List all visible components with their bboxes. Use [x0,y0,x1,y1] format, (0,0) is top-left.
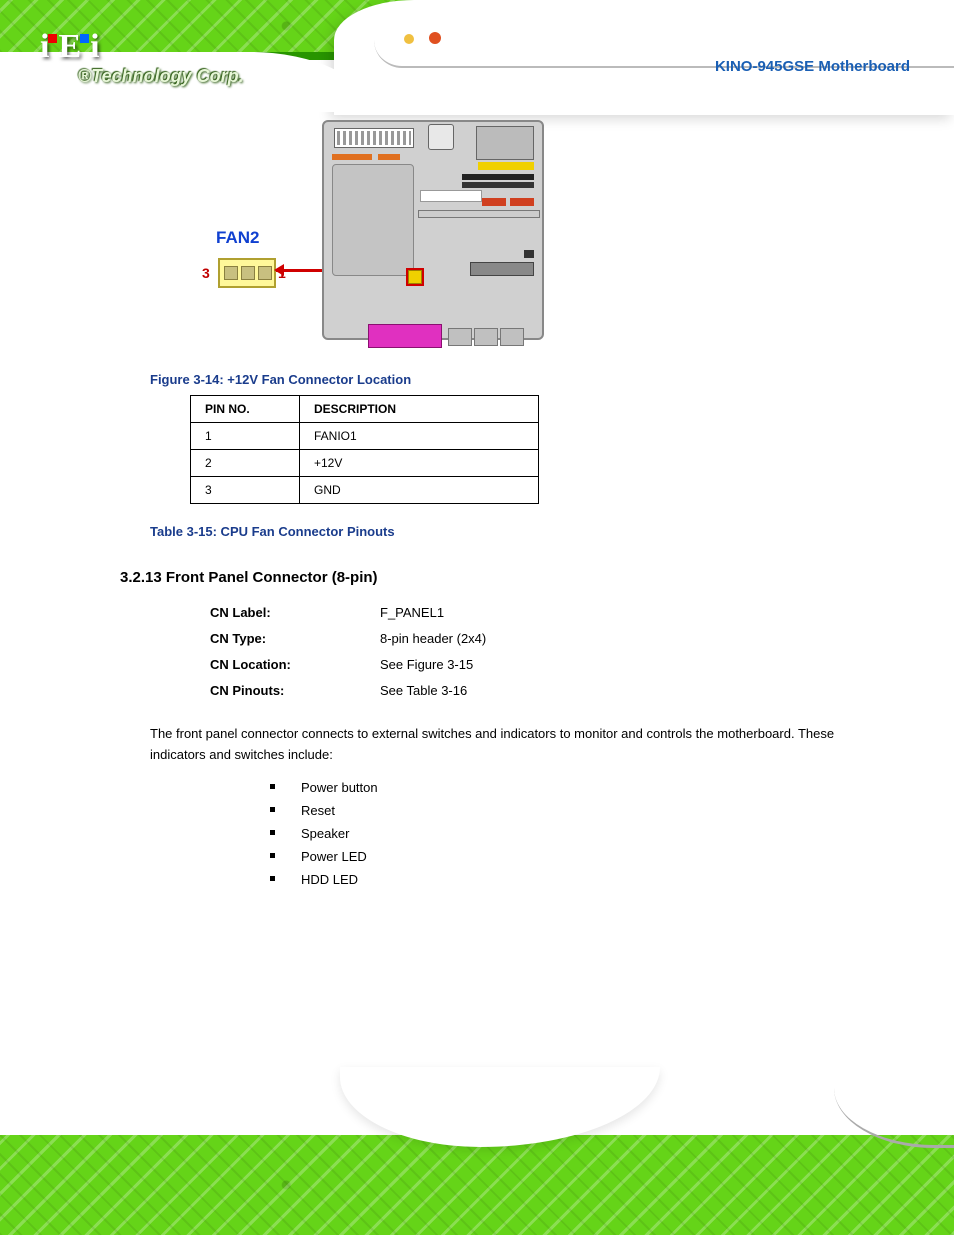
table-header-desc: DESCRIPTION [300,396,539,423]
figure-caption: Figure 3-14: +12V Fan Connector Location [150,372,870,387]
table-cell: 1 [191,423,300,450]
spec-row: CN Pinouts: See Table 3-16 [210,678,870,704]
list-item-label: Reset [301,803,335,818]
spec-value: F_PANEL1 [380,600,444,626]
bullet-icon [270,807,275,812]
spec-list: CN Label: F_PANEL1 CN Type: 8-pin header… [210,600,870,704]
list-item-label: Power button [301,780,378,795]
spec-row: CN Location: See Figure 3-15 [210,652,870,678]
section-heading: 3.2.13 Front Panel Connector (8-pin) [120,569,870,586]
pointer-arrow-icon [276,269,324,272]
connector-label: FAN2 [216,228,259,248]
list-item: Reset [270,803,870,818]
bullet-list: Power button Reset Speaker Power LED HDD… [270,780,870,887]
spec-value: See Figure 3-15 [380,652,473,678]
table-cell: GND [300,477,539,504]
logo-tagline: ®Technology Corp. [78,66,244,87]
table-caption: Table 3-15: CPU Fan Connector Pinouts [150,524,870,539]
pinout-table: PIN NO. DESCRIPTION 1 FANIO1 2 +12V 3 GN… [190,395,539,504]
footer-circuit-bg [0,1135,954,1235]
table-cell: 3 [191,477,300,504]
spec-row: CN Label: F_PANEL1 [210,600,870,626]
list-item: HDD LED [270,872,870,887]
table-header-pin: PIN NO. [191,396,300,423]
bullet-icon [270,830,275,835]
list-item: Power LED [270,849,870,864]
spec-key: CN Pinouts: [210,678,380,704]
logo-text: iEi [40,28,98,65]
table-row: 1 FANIO1 [191,423,539,450]
pin-number-3: 3 [202,265,210,281]
connector-location-figure: FAN2 3 1 [160,120,870,350]
list-item-label: HDD LED [301,872,358,887]
list-item-label: Speaker [301,826,349,841]
spec-key: CN Type: [210,626,380,652]
bullet-icon [270,876,275,881]
fan2-location-marker [408,270,422,284]
spec-row: CN Type: 8-pin header (2x4) [210,626,870,652]
list-item-label: Power LED [301,849,367,864]
vendor-logo: iEi ®Technology Corp. [40,28,98,66]
bullet-icon [270,853,275,858]
table-cell: 2 [191,450,300,477]
page-header: iEi ®Technology Corp. KINO-945GSE Mother… [0,0,954,115]
list-item: Power button [270,780,870,795]
list-item: Speaker [270,826,870,841]
spec-key: CN Location: [210,652,380,678]
spec-value: See Table 3-16 [380,678,467,704]
document-title: KINO-945GSE Motherboard [715,58,910,75]
motherboard-diagram [322,120,544,340]
spec-value: 8-pin header (2x4) [380,626,486,652]
table-row: 2 +12V [191,450,539,477]
table-row: 3 GND [191,477,539,504]
table-cell: FANIO1 [300,423,539,450]
table-cell: +12V [300,450,539,477]
page-content: FAN2 3 1 Figure 3-14: +12V Fan Connector… [150,120,870,895]
spec-key: CN Label: [210,600,380,626]
page-footer [0,1105,954,1235]
section-paragraph: The front panel connector connects to ex… [150,724,870,766]
bullet-icon [270,784,275,789]
